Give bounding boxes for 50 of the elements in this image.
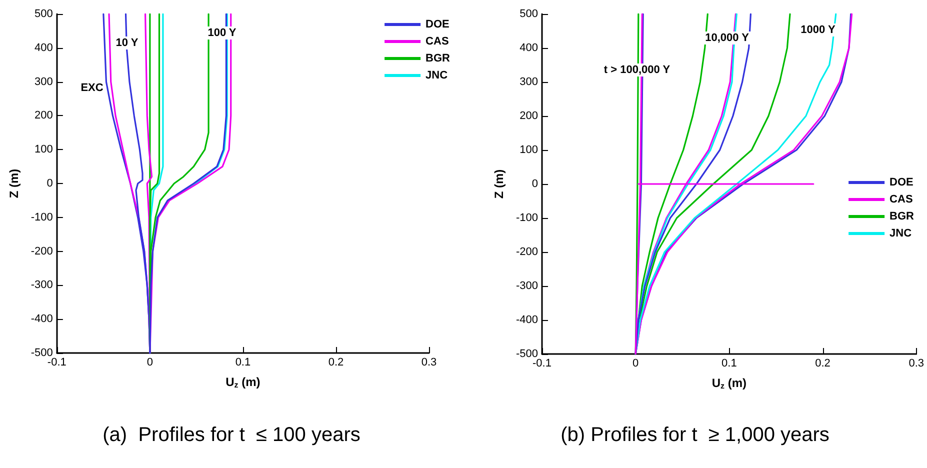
y-tick-label: -300 (30, 279, 53, 292)
y-tick-label: -200 (516, 246, 538, 258)
y-tick-label: 500 (34, 8, 53, 20)
y-tick-label: 400 (520, 42, 538, 54)
y-tick-label: 300 (34, 76, 53, 88)
y-tick-label: 100 (520, 144, 538, 156)
annotation: 10,000 Y (705, 32, 750, 44)
text: (a) Profiles for t ≤ 100 years (102, 424, 360, 446)
legend-label: BGR (890, 210, 914, 222)
x-tick-label: 0.3 (421, 356, 437, 368)
annotation: EXC (80, 82, 104, 94)
y-tick-label: -400 (516, 314, 538, 326)
y-tick-label: -500 (516, 348, 538, 360)
x-tick-label: 0.2 (328, 356, 344, 368)
y-tick-label: -300 (516, 280, 538, 292)
y-tick-label: -400 (30, 313, 53, 326)
y-tick-label: 500 (520, 8, 538, 20)
x-tick-label: -0.1 (47, 356, 66, 368)
y-tick-label: 0 (46, 178, 53, 190)
legend-label: JNC (426, 70, 448, 82)
legend-label: CAS (890, 194, 913, 206)
y-tick-label: -200 (30, 245, 53, 258)
y-tick-label: 400 (34, 42, 53, 54)
x-tick-label: 0 (632, 358, 639, 370)
legend-label: DOE (890, 176, 914, 188)
y-tick-label: 300 (520, 76, 538, 88)
y-tick-label: 0 (532, 178, 538, 190)
x-tick-label: 0 (146, 356, 153, 368)
legend-label: BGR (426, 52, 450, 64)
annotation: t > 100,000 Y (604, 64, 671, 76)
x-tick-label: -0.1 (532, 358, 552, 370)
x-tick-label: 0.3 (908, 358, 924, 370)
y-tick-label: -100 (30, 211, 53, 224)
x-tick-label: 0.1 (235, 356, 251, 368)
x-tick-label: 0.1 (722, 358, 737, 370)
annotation: 1000 Y (800, 24, 836, 36)
annotation: 10 Y (116, 37, 139, 49)
text: (b) Profiles for t ≥ 1,000 years (560, 424, 830, 446)
y-tick-label: -100 (516, 212, 538, 224)
y-axis-title: Z (m) (7, 168, 21, 198)
y-tick-label: 100 (34, 144, 53, 156)
legend-label: JNC (890, 228, 912, 240)
y-axis-title: Z (m) (492, 169, 506, 199)
legend-label: CAS (426, 36, 449, 48)
y-tick-label: -500 (30, 347, 53, 359)
y-tick-label: 200 (520, 110, 538, 122)
x-tick-label: 0.2 (815, 358, 830, 370)
y-tick-label: 200 (34, 110, 53, 122)
annotation: 100 Y (208, 27, 237, 39)
legend-label: DOE (426, 18, 450, 30)
